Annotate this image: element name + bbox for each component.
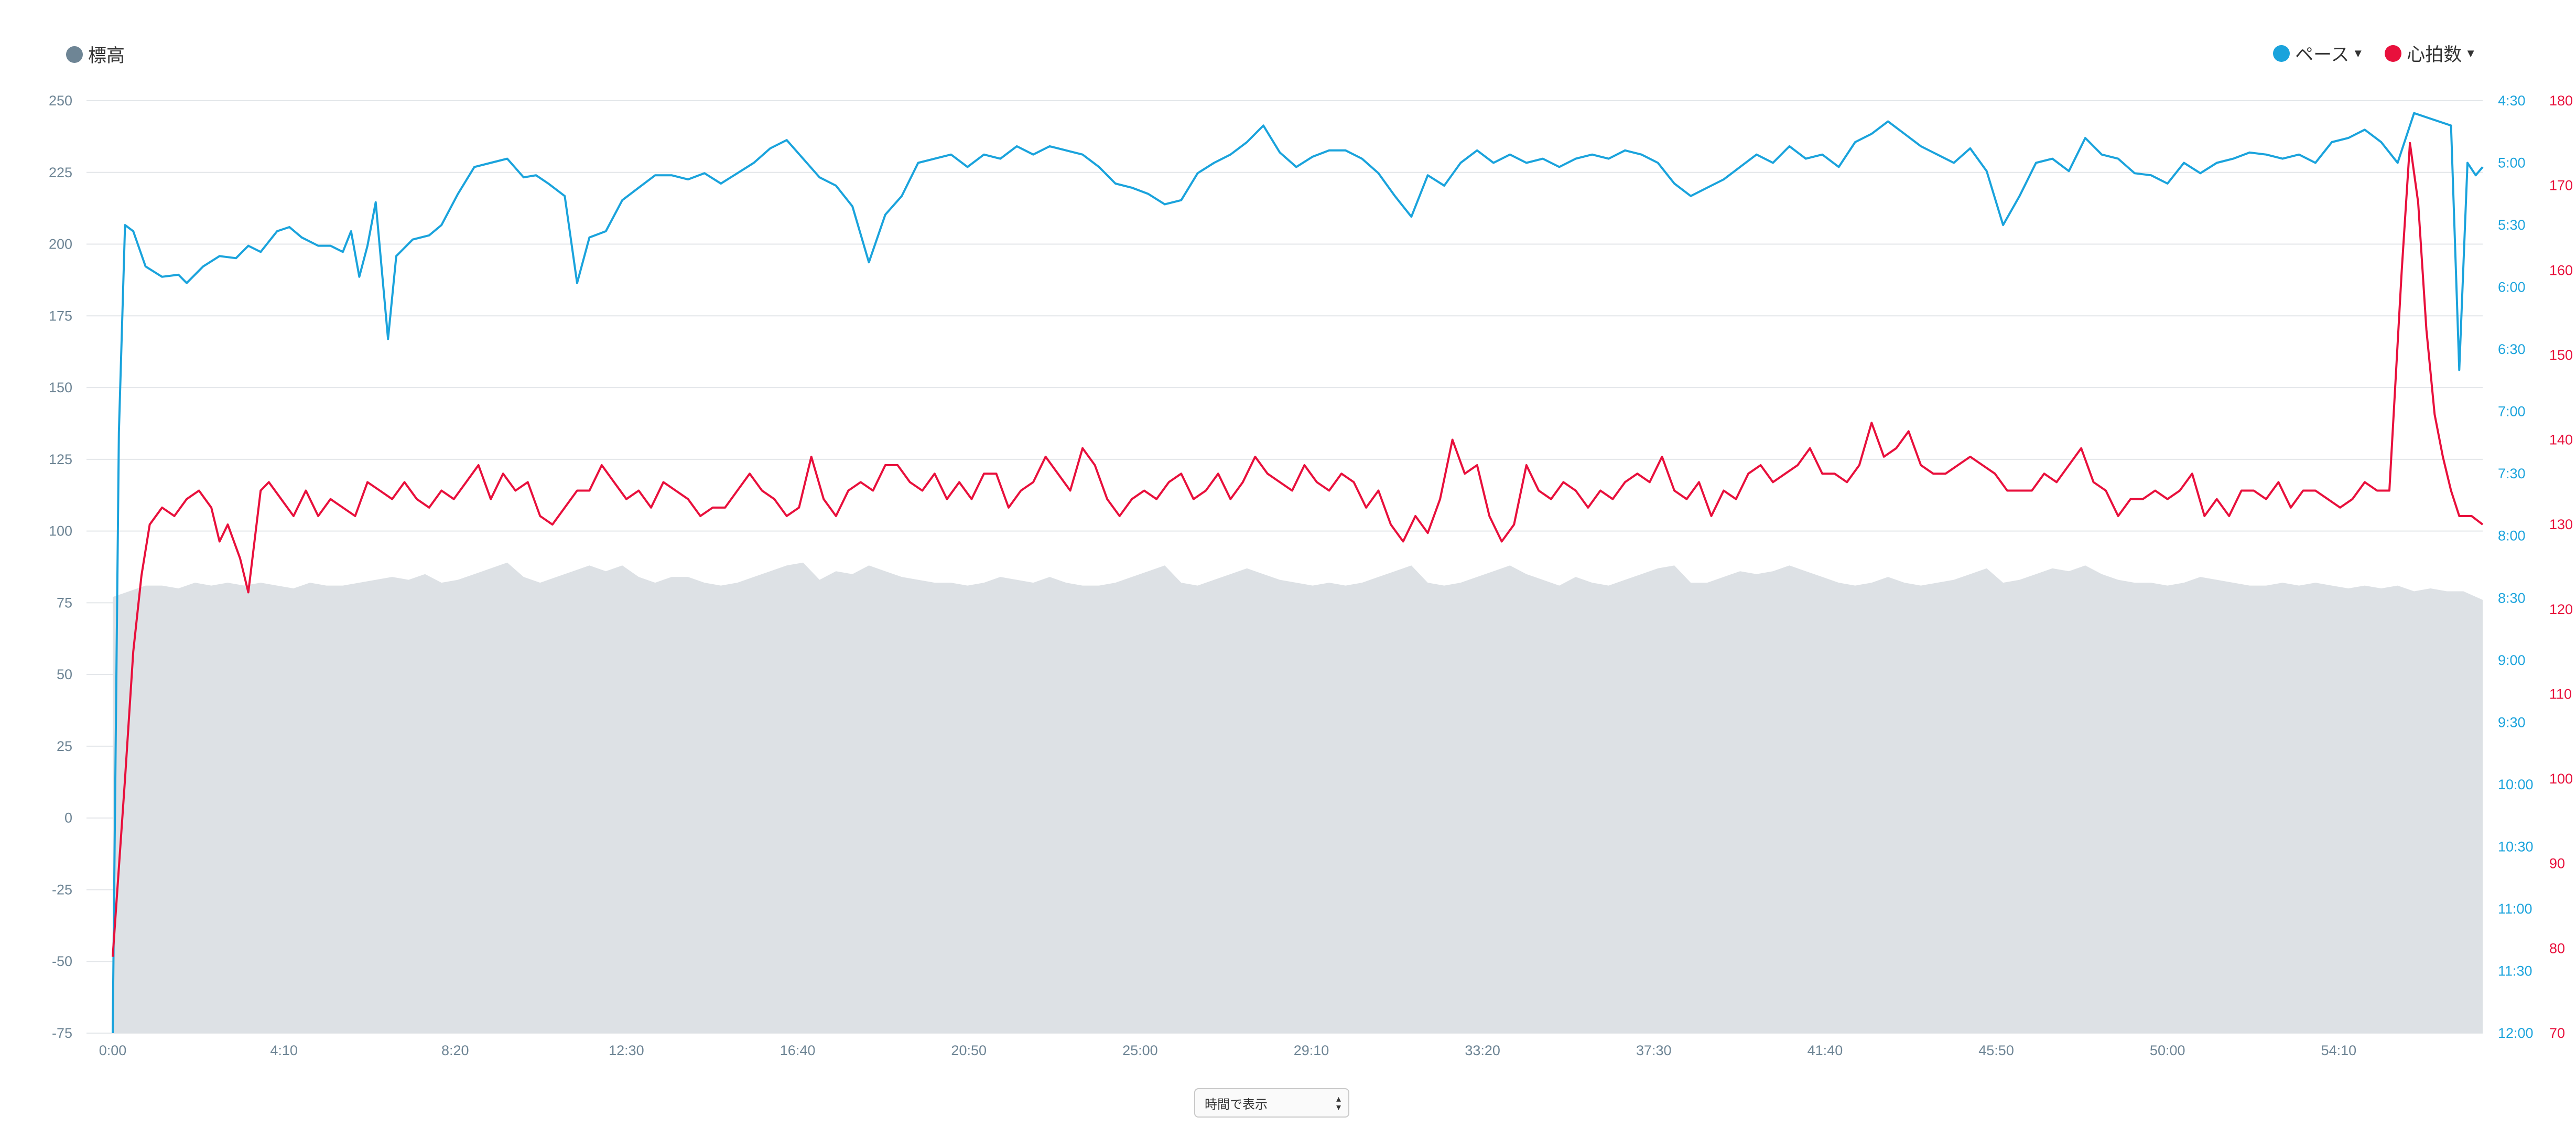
elevation-tick-label: 25	[57, 738, 72, 754]
pace-tick-label: 5:30	[2498, 217, 2526, 233]
heart-rate-legend-dot	[2385, 45, 2402, 62]
time-tick-label: 0:00	[99, 1043, 127, 1058]
pace-dropdown-icon[interactable]: ▼	[2352, 46, 2364, 60]
pace-tick-label: 11:30	[2498, 963, 2532, 979]
heart-rate-tick-label: 70	[2549, 1025, 2565, 1041]
time-tick-label: 12:30	[609, 1043, 644, 1058]
elevation-tick-label: 0	[64, 810, 72, 826]
line-series	[112, 112, 2484, 1034]
heart-rate-tick-label: 180	[2549, 93, 2573, 109]
elevation-legend-dot	[66, 46, 83, 63]
heart-rate-tick-label: 120	[2549, 602, 2573, 617]
time-tick-label: 20:50	[951, 1043, 987, 1058]
heart-rate-legend-label: 心拍数	[2407, 45, 2462, 65]
legend-elevation[interactable]: 標高	[66, 41, 125, 68]
elevation-tick-label: 250	[49, 93, 72, 109]
pace-tick-label: 6:00	[2498, 280, 2526, 295]
heart-rate-dropdown-icon[interactable]: ▼	[2465, 46, 2476, 60]
heart-rate-tick-label: 80	[2549, 940, 2565, 956]
heart-rate-line	[112, 142, 2484, 957]
heart-rate-tick-label: 90	[2549, 856, 2565, 872]
pace-axis-ticks: 4:30 5:00 5:30 6:00 6:30 7:00 7:30 8:00 8:30 9:00…	[2498, 93, 2534, 1041]
legend-right-group: ペース ▼ 心拍数 ▼	[2273, 40, 2476, 67]
elevation-tick-label: -75	[52, 1025, 72, 1041]
elevation-area	[113, 562, 2483, 1033]
time-tick-label: 33:20	[1465, 1043, 1500, 1058]
pace-tick-label: 9:30	[2498, 714, 2526, 730]
time-tick-label: 4:10	[270, 1043, 298, 1058]
time-display-select-value: 時間で表示	[1205, 1097, 1268, 1112]
pace-tick-label: 8:30	[2498, 590, 2526, 606]
pace-legend-label: ペース	[2295, 45, 2350, 65]
heart-rate-tick-label: 160	[2549, 262, 2573, 278]
legend-heart-rate[interactable]: 心拍数 ▼	[2385, 40, 2476, 67]
legend-pace[interactable]: ペース ▼	[2273, 40, 2364, 67]
pace-tick-label: 7:00	[2498, 404, 2526, 420]
pace-tick-label: 10:30	[2498, 839, 2534, 854]
elevation-tick-label: -25	[52, 882, 72, 897]
heart-rate-tick-label: 150	[2549, 347, 2573, 363]
heart-rate-axis-ticks: 180 170 160 150 140 130 120 110 100 90 80 70	[2549, 93, 2573, 1041]
heart-rate-tick-label: 140	[2549, 432, 2573, 448]
pace-line	[112, 112, 2484, 1034]
pace-tick-label: 8:00	[2498, 528, 2526, 544]
time-axis-ticks: 0:00 4:10 8:20 12:30 16:40 20:50 25:00 29:10 33:…	[99, 1043, 2356, 1058]
pace-legend-dot	[2273, 45, 2290, 62]
pace-tick-label: 5:00	[2498, 155, 2526, 171]
heart-rate-tick-label: 130	[2549, 517, 2573, 532]
heart-rate-tick-label: 100	[2549, 771, 2573, 787]
time-tick-label: 45:50	[1978, 1043, 2014, 1058]
pace-tick-label: 9:00	[2498, 652, 2526, 668]
elevation-tick-label: 100	[49, 523, 72, 539]
elevation-tick-label: 125	[49, 452, 72, 467]
elevation-tick-label: 175	[49, 308, 72, 324]
elevation-tick-label: -50	[52, 953, 72, 969]
pace-tick-label: 12:00	[2498, 1025, 2534, 1041]
elevation-tick-label: 150	[49, 380, 72, 395]
pace-tick-label: 7:30	[2498, 466, 2526, 481]
time-tick-label: 50:00	[2150, 1043, 2185, 1058]
pace-tick-label: 4:30	[2498, 93, 2526, 109]
pace-tick-label: 11:00	[2498, 901, 2532, 917]
time-tick-label: 16:40	[780, 1043, 816, 1058]
elevation-area-series	[113, 562, 2483, 1033]
time-tick-label: 41:40	[1807, 1043, 1843, 1058]
elevation-tick-label: 200	[49, 237, 72, 252]
pace-tick-label: 6:30	[2498, 341, 2526, 357]
select-arrows-icon: ▴ ▾	[1336, 1093, 1341, 1112]
time-tick-label: 8:20	[441, 1043, 469, 1058]
elevation-tick-label: 225	[49, 165, 72, 180]
pace-tick-label: 10:00	[2498, 777, 2534, 792]
time-tick-label: 29:10	[1294, 1043, 1329, 1058]
time-tick-label: 37:30	[1636, 1043, 1672, 1058]
time-tick-label: 25:00	[1122, 1043, 1158, 1058]
elevation-legend-label: 標高	[88, 46, 125, 66]
heart-rate-tick-label: 110	[2549, 686, 2572, 702]
heart-rate-tick-label: 170	[2549, 178, 2573, 194]
elevation-tick-label: 50	[57, 667, 72, 682]
time-display-select[interactable]: 時間で表示 ▴ ▾	[1194, 1088, 1349, 1118]
elevation-tick-label: 75	[57, 595, 72, 610]
time-tick-label: 54:10	[2321, 1043, 2357, 1058]
